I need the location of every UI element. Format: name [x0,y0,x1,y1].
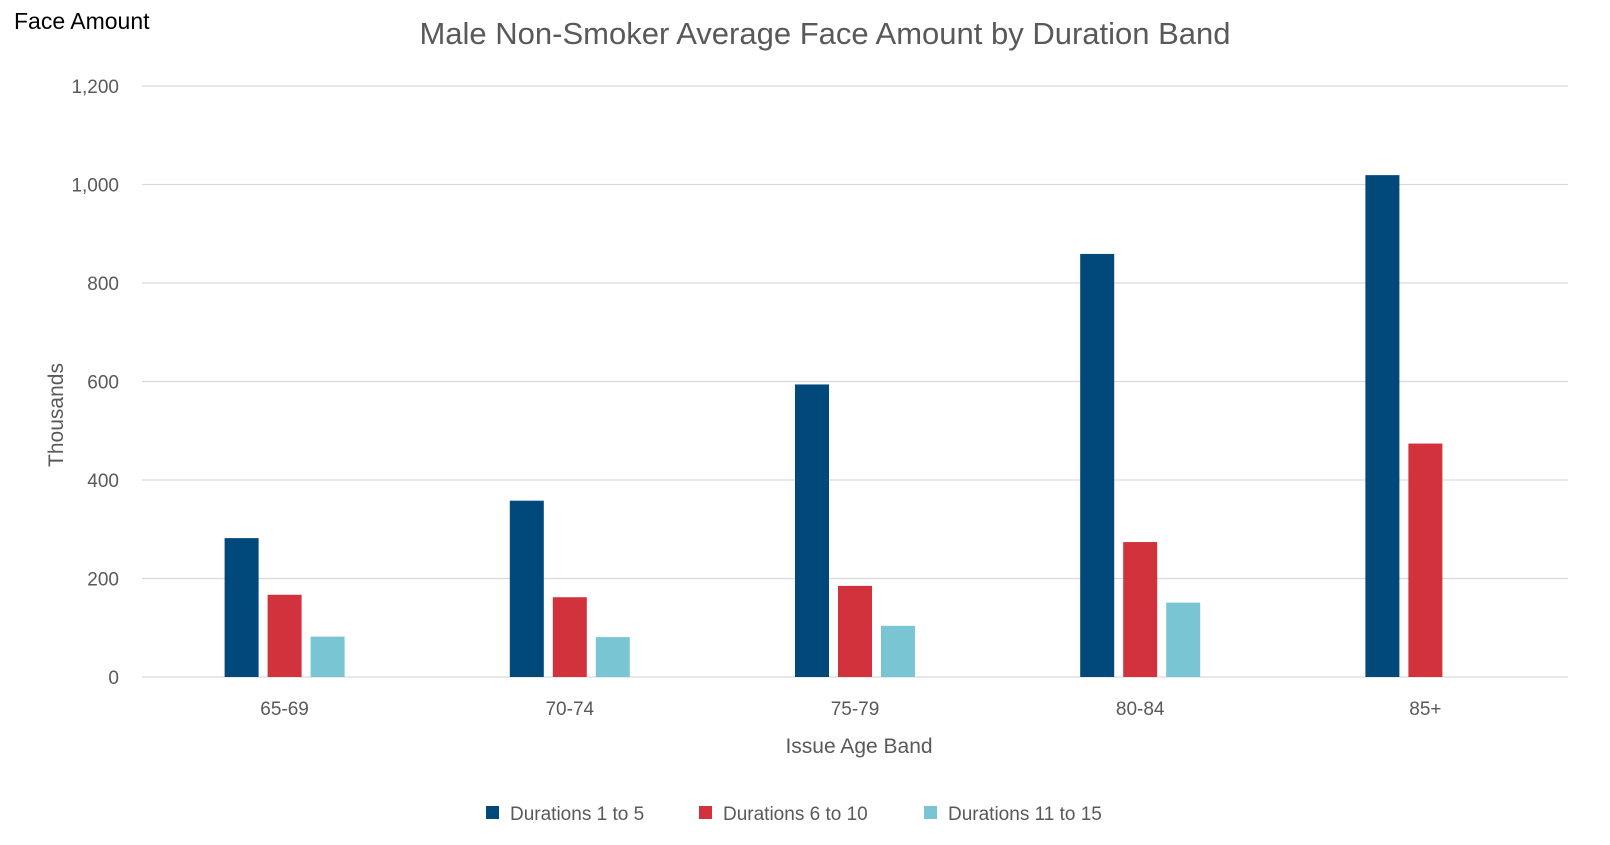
gridlines [142,85,1568,678]
bar [224,538,259,677]
y-tick-label: 800 [87,274,119,295]
x-axis-label: Issue Age Band [785,735,932,758]
y-tick-label: 1,200 [71,77,119,98]
bar [1365,175,1400,677]
bar [552,597,587,677]
legend-swatch [699,806,712,819]
bar [838,585,872,677]
y-tick-label: 0 [108,668,119,689]
x-tick-label: 80-84 [1116,699,1165,720]
legend-label: Durations 6 to 10 [723,804,868,825]
chart-title: Male Non-Smoker Average Face Amount by D… [419,16,1230,51]
y-tick-label: 1,000 [71,176,119,197]
bar [267,594,302,677]
bar [1408,443,1443,677]
y-axis-label: Thousands [45,363,68,467]
x-tick-label: 85+ [1409,699,1441,720]
y-tick-label: 200 [87,570,119,591]
bar [795,384,829,677]
bar [509,500,544,677]
legend-swatch [486,806,499,819]
bar [310,636,345,677]
bar-group [224,175,1443,677]
x-tick-label: 70-74 [545,699,594,720]
legend: Durations 1 to 5 Durations 6 to 10 Duratio… [486,804,1102,825]
legend-label: Durations 1 to 5 [510,804,644,825]
legend-label: Durations 11 to 15 [948,804,1102,825]
y-tick-label: 400 [87,471,119,492]
legend-swatch [924,806,937,819]
bar [1166,602,1201,677]
bar [881,625,915,677]
bar [1080,253,1115,677]
y-tick-label: 600 [87,373,119,394]
bar [595,637,630,677]
x-tick-label: 65-69 [260,699,309,720]
corner-label: Face Amount [14,8,150,34]
y-axis-ticks: 0 200 400 600 800 1,000 1,200 [71,77,119,689]
x-tick-label: 75-79 [831,699,880,720]
bar [1123,542,1158,677]
x-axis-ticks: 65-69 70-74 75-79 80-84 85+ [260,699,1441,720]
